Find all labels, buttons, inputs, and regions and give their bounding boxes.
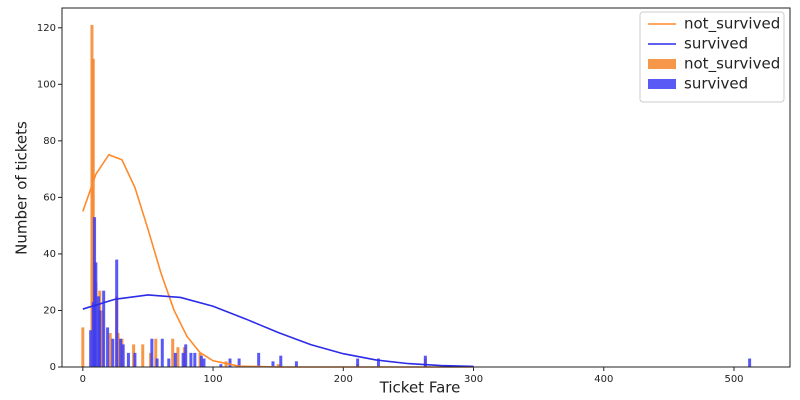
bar	[199, 355, 203, 367]
y-tick-label: 0	[50, 362, 56, 373]
bar	[181, 352, 185, 367]
kde-line	[82, 153, 474, 368]
y-tick-label: 60	[43, 192, 56, 203]
bar	[171, 338, 175, 367]
legend-label: not_survived	[684, 55, 780, 74]
bar	[126, 352, 130, 367]
bar	[106, 327, 110, 367]
bar	[237, 358, 241, 367]
bar	[257, 352, 261, 367]
bar	[160, 338, 164, 367]
bar	[167, 358, 171, 367]
y-tick-label: 100	[37, 79, 56, 90]
bar	[279, 355, 283, 367]
bar	[189, 352, 193, 367]
bar	[193, 352, 197, 367]
bar	[184, 344, 188, 367]
kde-line	[82, 294, 474, 368]
bar	[276, 364, 280, 367]
y-tick-label: 120	[37, 23, 56, 34]
y-tick-label: 40	[43, 249, 56, 260]
bar	[376, 358, 380, 367]
bar	[141, 344, 145, 367]
bar	[150, 338, 154, 367]
bar	[89, 330, 93, 367]
legend-swatch	[648, 79, 676, 89]
x-tick-label: 0	[80, 374, 86, 385]
bar	[111, 338, 115, 367]
bar	[108, 333, 112, 367]
bar	[176, 347, 180, 367]
x-tick-label: 100	[204, 374, 223, 385]
y-tick-label: 80	[43, 136, 56, 147]
bar	[102, 290, 106, 367]
bar	[155, 358, 159, 367]
bar	[121, 344, 125, 367]
y-axis-label: Number of tickets	[13, 121, 31, 255]
bar	[202, 358, 206, 367]
bar	[81, 327, 85, 367]
legend-label: survived	[684, 35, 748, 53]
plot-frame	[61, 7, 791, 368]
legend-label: survived	[684, 75, 748, 93]
bar	[423, 355, 427, 367]
bar	[228, 358, 232, 367]
bar	[133, 352, 137, 367]
bar	[356, 358, 360, 367]
bar	[271, 361, 275, 367]
legend-swatch	[648, 59, 676, 69]
bar	[94, 262, 98, 367]
y-tick-label: 20	[43, 305, 56, 316]
bar	[173, 352, 177, 367]
bar	[119, 338, 123, 367]
bar	[98, 310, 102, 367]
x-tick-label: 400	[594, 374, 613, 385]
x-axis-label: Ticket Fare	[379, 379, 461, 397]
x-tick-label: 200	[334, 374, 353, 385]
bar	[748, 358, 752, 367]
x-tick-label: 300	[464, 374, 483, 385]
bar	[91, 58, 95, 367]
bar	[115, 259, 119, 367]
legend-label: not_survived	[684, 15, 780, 34]
x-tick-label: 500	[724, 374, 743, 385]
bar	[219, 364, 223, 367]
bar	[294, 361, 298, 367]
bar	[154, 338, 158, 367]
